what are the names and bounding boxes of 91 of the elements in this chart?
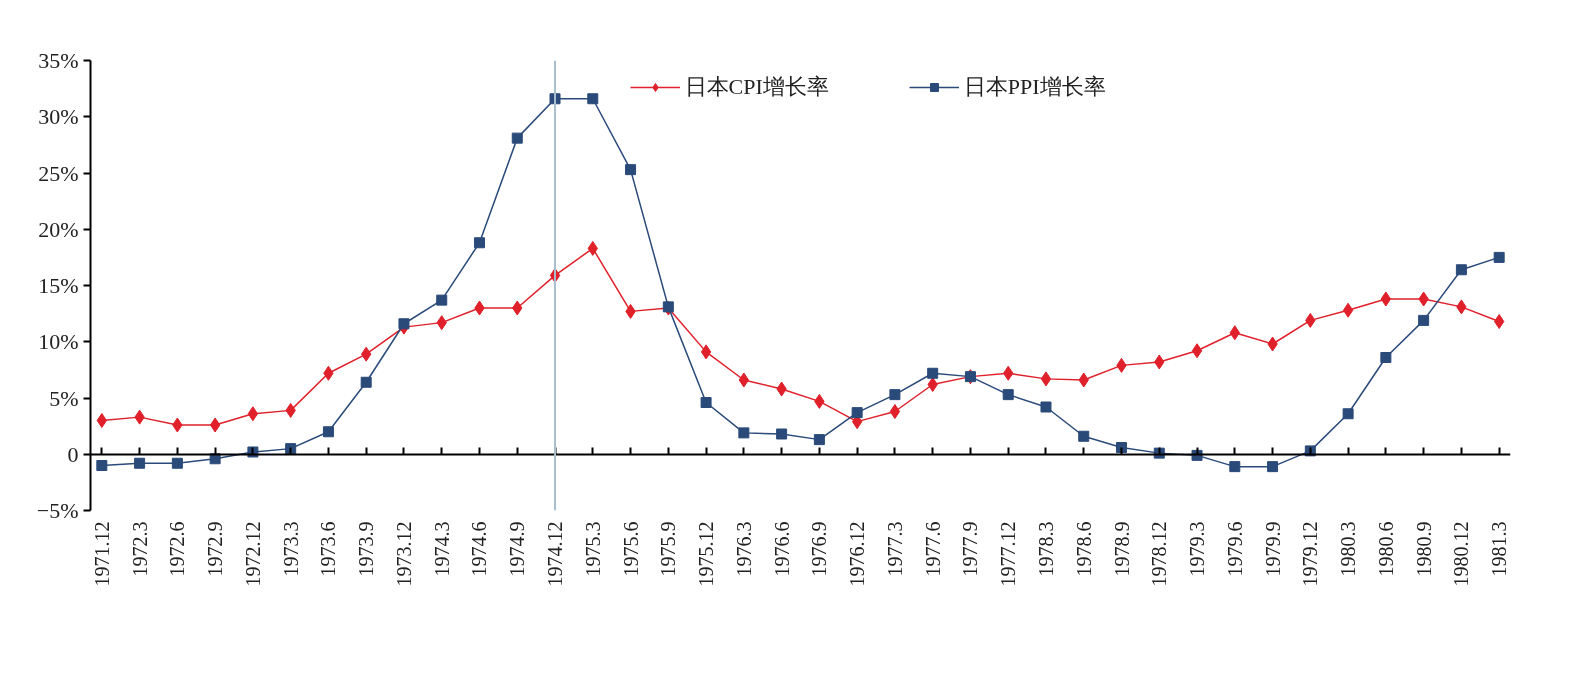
- x-tick-label: 1978.3: [1034, 521, 1057, 577]
- point: [889, 389, 901, 401]
- y-tick-label: 25%: [38, 160, 79, 186]
- x-tick-label: 1979.6: [1223, 521, 1246, 577]
- x-tick-label: 1978.12: [1148, 521, 1171, 587]
- x-tick-label: 1975.6: [619, 521, 642, 577]
- point: [1229, 461, 1241, 473]
- point: [1493, 251, 1505, 263]
- x-tick-label: 1981.3: [1488, 521, 1511, 577]
- point: [927, 377, 938, 392]
- x-tick-label: 1974.6: [468, 521, 491, 577]
- x-tick-label: 1971.12: [90, 521, 113, 587]
- point: [1494, 314, 1505, 329]
- x-tick-label: 1976.12: [846, 521, 869, 587]
- y-tick-label: 15%: [38, 273, 79, 298]
- y-tick-label: 10%: [38, 329, 79, 355]
- point: [700, 344, 712, 360]
- point: [511, 132, 523, 144]
- x-tick-label: 1980.3: [1337, 521, 1360, 577]
- x-tick-label: 1974.12: [544, 521, 567, 587]
- x-tick-label: 1972.12: [241, 521, 264, 587]
- x-tick-label: 1980.12: [1450, 521, 1473, 587]
- point: [1078, 430, 1090, 442]
- point: [1191, 343, 1203, 359]
- y-tick-label: −5%: [36, 498, 79, 523]
- point: [1418, 314, 1430, 326]
- point: [625, 164, 637, 176]
- point: [209, 417, 221, 433]
- point: [700, 397, 712, 408]
- x-tick-label: 1977.9: [959, 521, 982, 577]
- x-tick-label: 1979.12: [1299, 521, 1322, 587]
- y-tick-label: 0: [67, 441, 79, 467]
- point: [171, 457, 183, 469]
- x-tick-label: 1977.12: [997, 521, 1020, 587]
- x-tick-label: 1975.12: [695, 521, 718, 587]
- point: [1380, 352, 1392, 363]
- point: [889, 404, 901, 419]
- point: [1116, 442, 1128, 453]
- point: [247, 406, 259, 422]
- y-tick-label: 30%: [38, 104, 79, 130]
- point: [813, 434, 825, 446]
- x-tick-label: 1975.9: [657, 521, 680, 577]
- point: [398, 318, 410, 330]
- point: [436, 294, 448, 306]
- x-tick-label: 1979.9: [1261, 521, 1284, 577]
- point: [1455, 264, 1467, 276]
- x-tick-label: 1980.9: [1412, 521, 1435, 577]
- point: [927, 367, 939, 379]
- x-tick-label: 1972.6: [166, 521, 189, 577]
- point: [285, 443, 297, 455]
- legend-label: 日本CPI增长率: [684, 73, 829, 101]
- x-tick-label: 1973.9: [355, 521, 378, 577]
- point: [322, 426, 334, 438]
- x-tick-label: 1976.9: [808, 521, 831, 577]
- x-tick-label: 1973.12: [392, 521, 415, 587]
- legend-label: 日本PPI增长率: [963, 73, 1106, 101]
- point: [1342, 408, 1354, 420]
- point: [587, 93, 599, 105]
- y-tick-label: 20%: [38, 216, 79, 242]
- point: [851, 407, 863, 419]
- point: [360, 376, 372, 388]
- x-tick-label: 1974.3: [430, 521, 453, 577]
- point: [1040, 401, 1052, 413]
- x-tick-label: 1972.3: [128, 521, 151, 577]
- y-tick-label: 5%: [49, 385, 79, 411]
- x-tick-label: 1973.3: [279, 521, 302, 577]
- point: [1002, 389, 1014, 401]
- x-tick-label: 1978.9: [1110, 521, 1133, 577]
- x-tick-label: 1979.3: [1186, 521, 1209, 577]
- x-tick-label: 1976.3: [732, 521, 755, 577]
- x-tick-label: 1978.6: [1072, 521, 1095, 577]
- x-tick-label: 1973.6: [317, 521, 340, 577]
- x-tick-label: 1974.9: [506, 521, 529, 577]
- point: [1040, 371, 1052, 387]
- point: [96, 460, 108, 471]
- point: [134, 457, 146, 469]
- x-tick-label: 1977.3: [883, 521, 906, 577]
- x-tick-label: 1977.6: [921, 521, 944, 577]
- point: [738, 372, 750, 388]
- point: [1267, 461, 1279, 473]
- point: [96, 413, 107, 428]
- point: [1342, 302, 1354, 318]
- x-tick-label: 1972.9: [204, 521, 227, 577]
- y-tick-label: 35%: [38, 48, 79, 73]
- x-tick-label: 1976.6: [770, 521, 793, 577]
- x-tick-label: 1980.6: [1374, 521, 1397, 577]
- point: [473, 237, 485, 249]
- point: [738, 427, 750, 439]
- x-tick-label: 1975.3: [581, 521, 604, 577]
- point: [1380, 291, 1392, 307]
- point: [776, 428, 788, 440]
